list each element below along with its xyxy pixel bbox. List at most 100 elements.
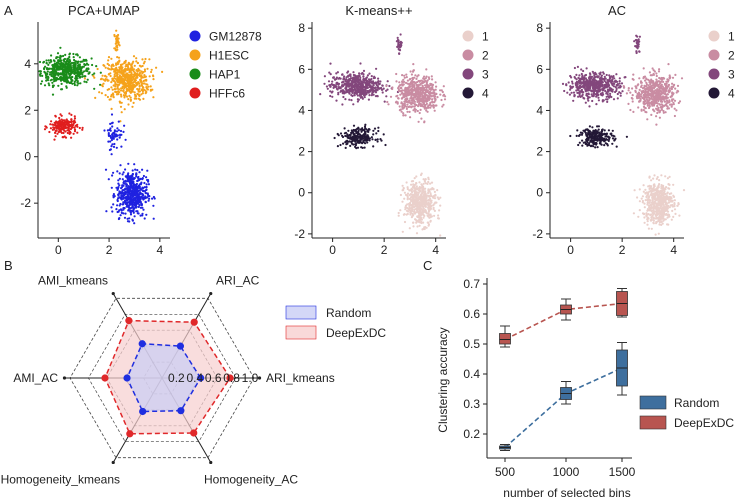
scatter-point: [415, 98, 418, 101]
scatter-point: [137, 97, 140, 100]
scatter-point: [426, 182, 429, 185]
scatter-point: [93, 72, 96, 75]
scatter-point: [53, 65, 56, 68]
scatter-point: [381, 91, 384, 94]
scatter-point: [339, 132, 343, 135]
scatter-point: [63, 123, 66, 126]
scatter-point: [584, 101, 587, 104]
scatter-point: [132, 194, 135, 197]
scatter-point: [346, 89, 349, 92]
scatter-point: [432, 196, 435, 199]
scatter-point: [416, 210, 420, 213]
scatter-point: [411, 83, 414, 86]
scatter-point: [344, 83, 347, 86]
scatter-point: [434, 88, 437, 91]
scatter-point: [593, 74, 596, 77]
scatter-point: [357, 126, 360, 129]
scatter-point: [63, 122, 66, 125]
scatter-point: [143, 186, 146, 189]
scatter-point: [59, 46, 62, 49]
scatter-point: [118, 184, 121, 187]
scatter-point: [124, 191, 127, 194]
y-tick-label: 0: [536, 186, 543, 200]
scatter-point: [426, 84, 429, 87]
scatter-point: [86, 78, 89, 81]
scatter-point: [408, 110, 411, 113]
scatter-point: [656, 104, 659, 108]
scatter-point: [411, 214, 414, 218]
scatter-point: [336, 145, 339, 148]
scatter-point: [655, 123, 658, 126]
scatter-point: [116, 199, 119, 203]
scatter-point: [116, 83, 119, 86]
scatter-point: [329, 94, 332, 98]
scatter-point: [584, 88, 587, 91]
scatter-point: [73, 115, 76, 118]
legend-label: H1ESC: [209, 49, 249, 63]
scatter-point: [56, 121, 59, 124]
scatter-point: [425, 75, 428, 78]
scatter-point: [68, 52, 71, 55]
scatter-point: [410, 183, 413, 186]
scatter-point: [627, 102, 630, 105]
scatter-point: [582, 69, 585, 73]
scatter-point: [399, 209, 402, 212]
scatter-point: [351, 77, 354, 80]
scatter-point: [419, 211, 422, 214]
scatter-point: [325, 85, 328, 88]
scatter-point: [426, 89, 429, 92]
scatter-point: [615, 87, 618, 91]
scatter-point: [642, 67, 645, 70]
scatter-point: [580, 89, 583, 92]
scatter-point: [374, 138, 377, 141]
scatter-point: [422, 101, 425, 104]
scatter-point: [398, 43, 401, 47]
scatter-point: [658, 116, 662, 119]
scatter-point: [73, 72, 76, 75]
scatter-point: [72, 132, 75, 135]
scatter-point: [122, 194, 125, 197]
scatter-point: [606, 79, 609, 82]
scatter-point: [372, 145, 375, 148]
scatter-point: [135, 185, 139, 188]
scatter-point: [637, 106, 640, 109]
scatter-point: [360, 95, 363, 98]
scatter-point: [598, 72, 601, 75]
scatter-point: [364, 139, 368, 142]
scatter-point: [644, 96, 647, 99]
scatter-point: [418, 94, 421, 97]
scatter-point: [112, 84, 115, 87]
scatter-point: [57, 123, 60, 126]
scatter-point: [111, 210, 114, 213]
scatter-point: [405, 73, 408, 76]
scatter-point: [113, 77, 116, 80]
scatter-point: [65, 120, 68, 123]
scatter-point: [359, 85, 362, 88]
scatter-point: [597, 96, 600, 99]
scatter-point: [420, 202, 424, 205]
scatter-point: [671, 103, 674, 106]
panel-label-c: C: [423, 258, 432, 273]
umap-title: PCA+UMAP: [68, 3, 140, 18]
scatter-point: [109, 74, 112, 78]
scatter-point: [418, 224, 421, 227]
scatter-point: [580, 94, 584, 98]
scatter-point: [427, 76, 430, 79]
scatter-point: [671, 76, 675, 79]
scatter-point: [53, 77, 56, 80]
scatter-point: [53, 70, 56, 74]
scatter-point: [111, 68, 114, 71]
scatter-point: [126, 217, 129, 220]
scatter-point: [132, 211, 135, 214]
scatter-point: [63, 75, 66, 78]
scatter-point: [79, 82, 82, 85]
scatter-point: [645, 81, 648, 84]
scatter-point: [131, 185, 134, 188]
scatter-point: [426, 79, 429, 82]
legend-label: 1: [482, 30, 489, 44]
scatter-point: [631, 87, 634, 90]
scatter-point: [413, 103, 416, 106]
scatter-point: [55, 57, 58, 60]
x-tick-label: 0: [567, 243, 574, 257]
scatter-point: [410, 99, 413, 102]
